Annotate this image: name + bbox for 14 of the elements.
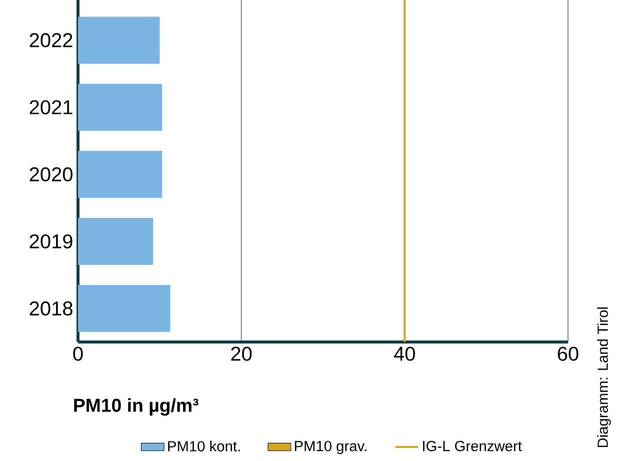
x-tick-label: 60 [558,346,578,361]
y-tick-label: 2022 [30,33,72,48]
legend-label: PM10 grav. [294,440,366,454]
y-tick-label: 2019 [30,234,72,248]
text: Diagramm: Land Tirol [597,307,611,448]
x-tick-label: 0 [73,346,83,361]
x-tick-label: 40 [394,346,415,361]
legend-label: PM10 kont. [168,440,240,452]
y-tick-label: 2018 [30,301,72,316]
legend-label: IG-L Grenzwert [423,440,522,452]
x-axis-title: PM10 in µg/m³ [74,398,198,416]
x-tick-label: 20 [231,346,252,361]
y-tick-label: 2020 [30,167,72,182]
y-tick-label: 2021 [30,100,72,114]
